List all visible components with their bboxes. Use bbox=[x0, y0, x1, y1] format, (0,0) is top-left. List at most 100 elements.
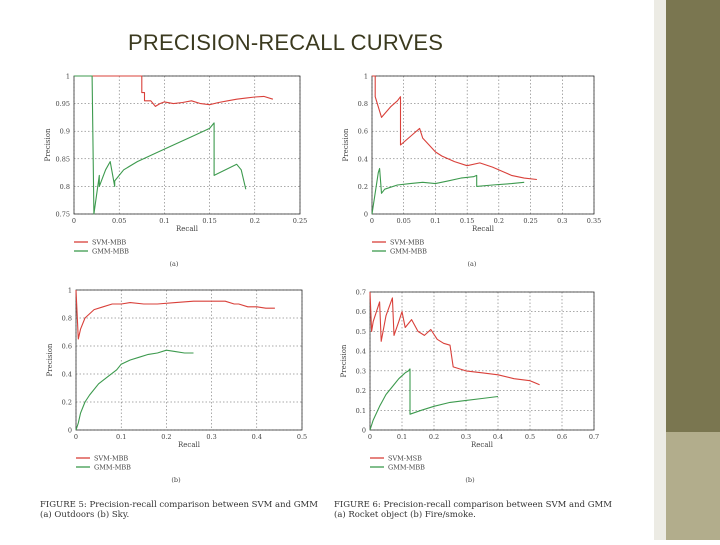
y-tick-label: 0.9 bbox=[60, 128, 70, 136]
plot-frame bbox=[75, 289, 303, 431]
caption-figure-5: FIGURE 5: Precision-recall comparison be… bbox=[40, 500, 320, 520]
x-tick-label: 0.1 bbox=[430, 217, 440, 225]
chart-fig5b: 0 0.1 0.2 0.3 0.4 0.5 0 0.2 0.4 0.6 0.8 1 Recall Prec… bbox=[46, 287, 307, 485]
series-line-svm bbox=[372, 75, 537, 181]
figure-panel: 0 0.05 0.1 0.15 0.2 0.25 0.75 0.8 0.85 0.9 0.95 1 Re… bbox=[34, 68, 654, 540]
x-tick-label: 0.3 bbox=[557, 217, 567, 225]
y-tick-label: 0.95 bbox=[56, 100, 70, 108]
x-tick-label: 0.4 bbox=[493, 433, 503, 441]
x-tick-label: 0.3 bbox=[461, 433, 471, 441]
x-tick-label: 0.2 bbox=[429, 433, 439, 441]
x-tick-label: 0 bbox=[74, 433, 78, 441]
y-axis-label: Precision bbox=[340, 344, 348, 377]
x-tick-label: 0.7 bbox=[589, 433, 599, 441]
x-tick-label: 0.6 bbox=[557, 433, 567, 441]
legend-label: SVM-MBB bbox=[390, 239, 424, 247]
y-tick-label: 0.8 bbox=[62, 315, 72, 323]
x-tick-label: 0.15 bbox=[202, 217, 216, 225]
series-line-svm bbox=[369, 291, 540, 386]
x-tick-label: 0.25 bbox=[293, 217, 307, 225]
chart-fig6b: 0 0.1 0.2 0.3 0.4 0.5 0.6 0.7 0 0.1 0.2 0.3 0.4 0.5 0.… bbox=[340, 289, 599, 485]
y-tick-label: 0.8 bbox=[358, 100, 368, 108]
subfigure-label: (a) bbox=[170, 260, 179, 268]
x-tick-label: 0.5 bbox=[525, 433, 535, 441]
decorative-strip bbox=[654, 0, 666, 540]
series-line-svm bbox=[75, 289, 275, 340]
legend-label: SVM-MSB bbox=[388, 455, 422, 463]
y-tick-label: 0.1 bbox=[356, 407, 366, 415]
x-axis-label: Recall bbox=[178, 441, 201, 449]
x-tick-label: 0.1 bbox=[159, 217, 169, 225]
decorative-bar-top bbox=[666, 0, 720, 432]
y-tick-label: 0 bbox=[364, 211, 368, 219]
x-tick-label: 0.2 bbox=[250, 217, 260, 225]
x-tick-label: 0.4 bbox=[252, 433, 262, 441]
y-tick-label: 0 bbox=[68, 427, 72, 435]
y-tick-label: 0.75 bbox=[56, 211, 70, 219]
plot-frame bbox=[371, 75, 595, 215]
y-tick-label: 0.4 bbox=[356, 348, 366, 356]
y-tick-label: 0.8 bbox=[60, 183, 70, 191]
y-axis-label: Precision bbox=[342, 128, 350, 161]
chart-fig5a: 0 0.05 0.1 0.15 0.2 0.25 0.75 0.8 0.85 0.9 0.95 1 Re… bbox=[44, 73, 307, 269]
series-line-gmm bbox=[75, 349, 194, 431]
y-tick-label: 0 bbox=[362, 427, 366, 435]
x-tick-label: 0.1 bbox=[116, 433, 126, 441]
legend-label: SVM-MBB bbox=[94, 455, 128, 463]
x-tick-label: 0.05 bbox=[112, 217, 126, 225]
chart-fig6a: 0 0.05 0.1 0.15 0.2 0.25 0.3 0.35 0 0.2 0.4 0.6 0.8 1… bbox=[342, 73, 601, 269]
caption-figure-5-text: Precision-recall comparison between SVM … bbox=[40, 500, 318, 520]
y-tick-label: 0.4 bbox=[62, 371, 72, 379]
y-tick-label: 0.7 bbox=[356, 289, 366, 297]
y-tick-label: 1 bbox=[364, 73, 368, 81]
series-line-gmm bbox=[369, 368, 499, 431]
x-tick-label: 0.05 bbox=[396, 217, 410, 225]
decorative-bar-bottom bbox=[666, 432, 720, 540]
y-tick-label: 0.2 bbox=[62, 399, 72, 407]
x-tick-label: 0.1 bbox=[397, 433, 407, 441]
series-line-svm bbox=[74, 75, 274, 107]
x-tick-label: 0 bbox=[370, 217, 374, 225]
subfigure-label: (b) bbox=[465, 476, 475, 484]
plot-frame bbox=[73, 75, 301, 215]
y-tick-label: 1 bbox=[68, 287, 72, 295]
legend-label: GMM-MBB bbox=[388, 464, 425, 472]
x-axis-label: Recall bbox=[472, 225, 495, 233]
y-tick-label: 0.6 bbox=[62, 343, 72, 351]
legend-label: SVM-MBB bbox=[92, 239, 126, 247]
y-tick-label: 0.3 bbox=[356, 367, 366, 375]
x-axis-label: Recall bbox=[471, 441, 494, 449]
x-axis-label: Recall bbox=[176, 225, 199, 233]
x-tick-label: 0.3 bbox=[206, 433, 216, 441]
y-tick-label: 1 bbox=[66, 73, 70, 81]
y-tick-label: 0.2 bbox=[358, 183, 368, 191]
series-line-gmm bbox=[371, 167, 525, 215]
caption-figure-6-text: Precision-recall comparison between SVM … bbox=[334, 500, 612, 520]
y-tick-label: 0.2 bbox=[356, 387, 366, 395]
charts-svg: 0 0.05 0.1 0.15 0.2 0.25 0.75 0.8 0.85 0.9 0.95 1 Re… bbox=[44, 73, 601, 485]
subfigure-label: (a) bbox=[468, 260, 477, 268]
y-tick-label: 0.6 bbox=[356, 308, 366, 316]
legend-label: GMM-MBB bbox=[390, 248, 427, 256]
subfigure-label: (b) bbox=[171, 476, 181, 484]
caption-figure-5-lead: FIGURE 5: bbox=[40, 500, 87, 510]
caption-figure-6-lead: FIGURE 6: bbox=[334, 500, 381, 510]
x-tick-label: 0.15 bbox=[460, 217, 474, 225]
x-tick-label: 0 bbox=[72, 217, 76, 225]
x-tick-label: 0.5 bbox=[297, 433, 307, 441]
slide-title: PRECISION-RECALL CURVES bbox=[128, 30, 444, 55]
y-tick-label: 0.6 bbox=[358, 128, 368, 136]
x-tick-label: 0 bbox=[368, 433, 372, 441]
y-axis-label: Precision bbox=[46, 343, 54, 376]
x-tick-label: 0.25 bbox=[523, 217, 537, 225]
y-tick-label: 0.85 bbox=[56, 155, 70, 163]
plot-frame bbox=[369, 291, 595, 431]
legend-label: GMM-MBB bbox=[92, 248, 129, 256]
caption-figure-6: FIGURE 6: Precision-recall comparison be… bbox=[334, 500, 614, 520]
x-tick-label: 0.2 bbox=[161, 433, 171, 441]
x-tick-label: 0.35 bbox=[587, 217, 601, 225]
x-tick-label: 0.2 bbox=[494, 217, 504, 225]
y-axis-label: Precision bbox=[44, 128, 52, 161]
series-line-gmm bbox=[74, 75, 247, 215]
y-tick-label: 0.4 bbox=[358, 155, 368, 163]
